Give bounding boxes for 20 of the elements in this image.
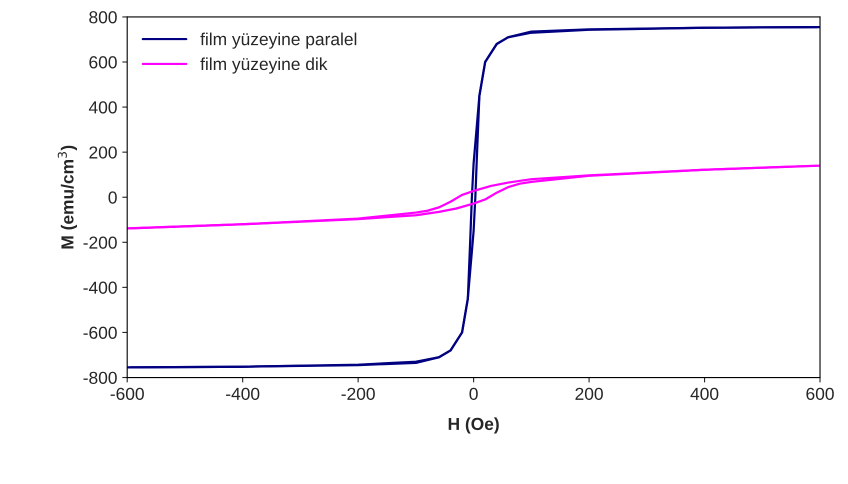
y-tick-label: -600 <box>84 326 117 339</box>
x-tick-label: 600 <box>806 388 834 400</box>
y-tick-label: -200 <box>84 236 117 249</box>
x-tick-label: -200 <box>342 388 375 400</box>
x-tick-label: -600 <box>110 388 144 400</box>
legend-label: film yüzeyine paralel <box>200 32 356 49</box>
x-tick-label: 200 <box>575 388 603 400</box>
y-axis-title: M (emu/cm$^{3}$) <box>58 146 77 248</box>
y-tick-label: 200 <box>89 146 117 159</box>
x-tick-label: 0 <box>469 388 478 400</box>
y-tick-label: -400 <box>84 282 117 294</box>
y-tick-label: -800 <box>84 372 117 384</box>
y-tick-label: 0 <box>108 191 117 204</box>
y-tick-label: 800 <box>89 11 117 24</box>
legend-label: film yüzeyine dik <box>200 57 328 74</box>
y-tick-label: 400 <box>88 101 117 114</box>
x-axis-title: H (Oe) <box>448 417 499 434</box>
x-tick-label: -400 <box>226 388 260 400</box>
y-tick-label: 600 <box>89 56 117 68</box>
x-tick-label: 400 <box>690 388 718 400</box>
